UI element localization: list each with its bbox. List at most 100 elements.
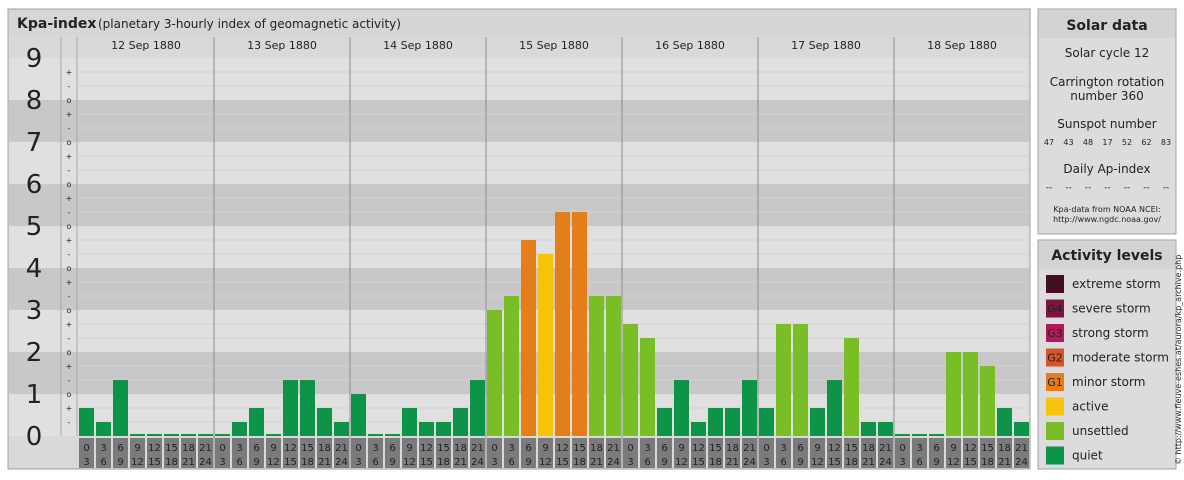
slot-end-label: 3 [355, 457, 361, 468]
time-slot-cell [1014, 438, 1029, 468]
y-subtick-label: - [68, 418, 71, 427]
y-subtick-label: + [66, 320, 73, 329]
time-slot-cell [606, 438, 621, 468]
y-subtick-label: o [67, 222, 72, 231]
time-slot-cell [470, 438, 485, 468]
time-slot-cell [283, 438, 298, 468]
level-label: minor storm [1072, 375, 1145, 389]
slot-start-label: 12 [284, 443, 297, 454]
ap-value: -- [1124, 183, 1131, 193]
time-slot-cell [487, 438, 502, 468]
time-slot-cell [96, 438, 111, 468]
grid-band [9, 142, 1029, 184]
sunspot-value: 62 [1141, 138, 1151, 147]
slot-end-label: 6 [100, 457, 106, 468]
slot-start-label: 12 [420, 443, 433, 454]
day-date-label: 18 Sep 1880 [927, 39, 997, 52]
kp-bar [980, 365, 995, 436]
slot-end-label: 12 [947, 457, 960, 468]
kp-bar [929, 434, 944, 436]
slot-start-label: 21 [607, 443, 620, 454]
slot-end-label: 15 [284, 457, 297, 468]
time-slot-cell [266, 438, 281, 468]
grid-band [9, 100, 1029, 142]
day-date-label: 16 Sep 1880 [655, 39, 725, 52]
slot-end-label: 15 [420, 457, 433, 468]
kp-bar [317, 407, 332, 436]
level-label: unsettled [1072, 424, 1129, 438]
kp-bar [623, 323, 638, 436]
slot-start-label: 6 [117, 443, 123, 454]
side-credit: © http://www.fleuve-eshes.at/aurora/kp_a… [1174, 255, 1183, 465]
y-subtick-label: + [66, 404, 73, 413]
slot-start-label: 9 [134, 443, 140, 454]
slot-start-label: 9 [270, 443, 276, 454]
slot-end-label: 6 [780, 457, 786, 468]
time-slot-cell [215, 438, 230, 468]
slot-start-label: 12 [828, 443, 841, 454]
time-slot-cell [334, 438, 349, 468]
time-slot-cell [147, 438, 162, 468]
time-slot-cell [827, 438, 842, 468]
slot-end-label: 18 [981, 457, 994, 468]
sunspot-title: Sunspot number [1057, 117, 1156, 131]
solar-panel [1037, 8, 1177, 235]
slot-end-label: 9 [525, 457, 531, 468]
slot-end-label: 6 [916, 457, 922, 468]
kp-bar [725, 407, 740, 436]
levels-legend: G5 extreme storm G4 severe storm G3 strong st… [1046, 275, 1169, 465]
slot-start-label: 21 [1015, 443, 1028, 454]
slot-end-label: 6 [644, 457, 650, 468]
slot-end-label: 15 [828, 457, 841, 468]
y-subtick-label: + [66, 362, 73, 371]
time-slot-cell [878, 438, 893, 468]
time-slot-cell [793, 438, 808, 468]
kp-bar [759, 407, 774, 436]
y-subtick-label: - [68, 166, 71, 175]
y-subtick-label: - [68, 334, 71, 343]
level-badge: G4 [1047, 303, 1063, 316]
slot-end-label: 21 [998, 457, 1011, 468]
slot-start-label: 15 [165, 443, 178, 454]
slot-start-label: 12 [692, 443, 705, 454]
time-slot-cell [351, 438, 366, 468]
y-tick-label: 7 [26, 128, 43, 158]
y-subtick-label: o [67, 96, 72, 105]
time-slot-cell [130, 438, 145, 468]
slot-end-label: 6 [236, 457, 242, 468]
kp-bar [181, 434, 196, 436]
level-label: severe storm [1072, 302, 1151, 316]
slot-start-label: 6 [253, 443, 259, 454]
kp-bar [164, 434, 179, 436]
slot-end-label: 18 [845, 457, 858, 468]
level-label: active [1072, 400, 1108, 414]
time-slot-cell [198, 438, 213, 468]
slot-start-label: 3 [644, 443, 650, 454]
kp-bar [266, 434, 281, 436]
slot-end-label: 18 [165, 457, 178, 468]
slot-end-label: 18 [709, 457, 722, 468]
kp-bar [521, 239, 536, 436]
day-date-label: 13 Sep 1880 [247, 39, 317, 52]
y-subtick-label: - [68, 292, 71, 301]
slot-end-label: 24 [743, 457, 756, 468]
day-date-label: 15 Sep 1880 [519, 39, 589, 52]
y-tick-label: 0 [26, 422, 43, 452]
y-subtick-label: + [66, 194, 73, 203]
sunspot-values: 47 43 48 17 52 62 83 [1044, 138, 1171, 147]
ap-value: -- [1046, 183, 1053, 193]
y-tick-label: 3 [26, 296, 43, 326]
time-slot-cell [844, 438, 859, 468]
time-slot-cell [538, 438, 553, 468]
level-badge: G1 [1047, 376, 1063, 389]
time-slot-cell [725, 438, 740, 468]
slot-end-label: 24 [607, 457, 620, 468]
slot-start-label: 6 [933, 443, 939, 454]
slot-start-label: 21 [199, 443, 212, 454]
y-subtick-label: - [68, 82, 71, 91]
kp-bar [419, 422, 434, 436]
slot-end-label: 3 [83, 457, 89, 468]
slot-start-label: 18 [454, 443, 467, 454]
time-slot-cell [453, 438, 468, 468]
